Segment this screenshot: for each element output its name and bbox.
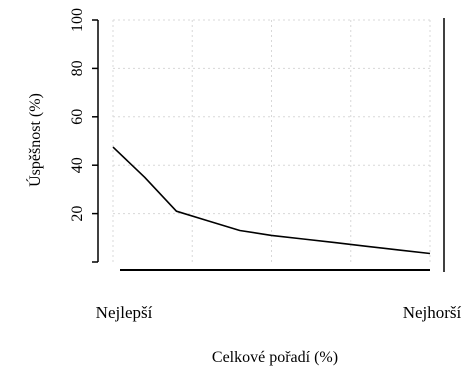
y-axis-ticks: 20 40 60 80 100 — [69, 8, 98, 263]
x-end-label-best: Nejlepší — [96, 303, 153, 322]
y-tick-label-20: 20 — [69, 206, 86, 222]
series-line — [112, 146, 431, 255]
x-end-label-worst: Nejhorší — [403, 303, 462, 322]
y-tick-label-100: 100 — [69, 8, 86, 32]
y-tick-label-80: 80 — [69, 60, 86, 76]
y-axis-title: Úspěšnost (%) — [25, 93, 44, 187]
y-tick-label-60: 60 — [69, 109, 86, 125]
grid — [112, 19, 431, 262]
x-axis-title: Celkové pořadí (%) — [212, 349, 338, 366]
y-tick-label-40: 40 — [69, 157, 86, 173]
